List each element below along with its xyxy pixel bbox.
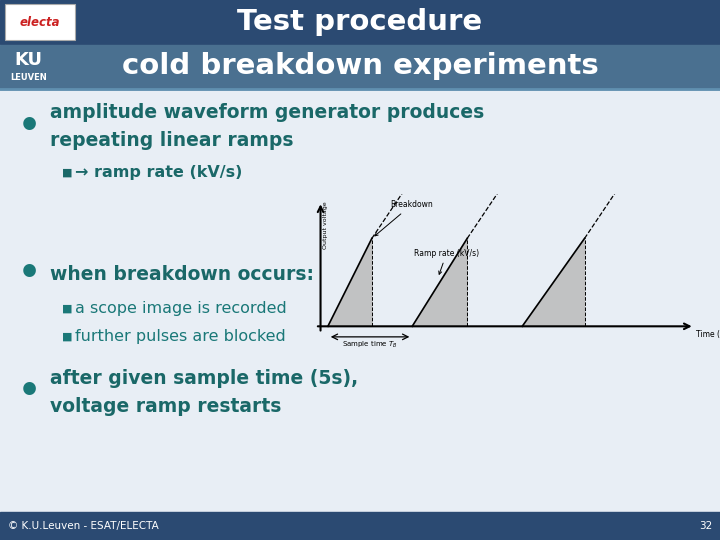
Text: Output voltage: Output voltage [323, 201, 328, 249]
Text: after given sample time (5s),: after given sample time (5s), [50, 368, 358, 388]
Text: a scope image is recorded: a scope image is recorded [75, 301, 287, 316]
Text: Sample time $T_B$: Sample time $T_B$ [342, 340, 398, 350]
Text: voltage ramp restarts: voltage ramp restarts [50, 396, 282, 415]
Text: •: • [18, 110, 41, 144]
Bar [0, 0, 720, 44]
Bar [0, 45, 720, 89]
Text: •: • [18, 257, 41, 291]
Text: •: • [18, 375, 41, 409]
Text: further pulses are blocked: further pulses are blocked [75, 329, 286, 345]
Text: electa: electa [19, 16, 60, 29]
Text: ■: ■ [62, 332, 73, 342]
Text: repeating linear ramps: repeating linear ramps [50, 132, 294, 151]
Text: LEUVEN: LEUVEN [10, 73, 47, 82]
Text: 32: 32 [698, 521, 712, 531]
Text: amplitude waveform generator produces: amplitude waveform generator produces [50, 104, 485, 123]
Polygon shape [522, 238, 585, 326]
Text: → ramp rate (kV/s): → ramp rate (kV/s) [75, 165, 243, 180]
Bar [0, 512, 720, 540]
Text: Ramp rate (kV/s): Ramp rate (kV/s) [414, 249, 480, 274]
Bar [5, 4, 75, 40]
Text: ■: ■ [62, 168, 73, 178]
Text: cold breakdown experiments: cold breakdown experiments [122, 52, 598, 80]
Polygon shape [328, 238, 372, 326]
Polygon shape [413, 238, 467, 326]
Text: © K.U.Leuven - ESAT/ELECTA: © K.U.Leuven - ESAT/ELECTA [8, 521, 158, 531]
Text: KU: KU [14, 51, 42, 69]
Text: ■: ■ [62, 304, 73, 314]
Text: Breakdown: Breakdown [375, 200, 433, 236]
Text: Time (s): Time (s) [696, 330, 720, 339]
Text: Test procedure: Test procedure [238, 8, 482, 36]
Text: when breakdown occurs:: when breakdown occurs: [50, 265, 314, 284]
